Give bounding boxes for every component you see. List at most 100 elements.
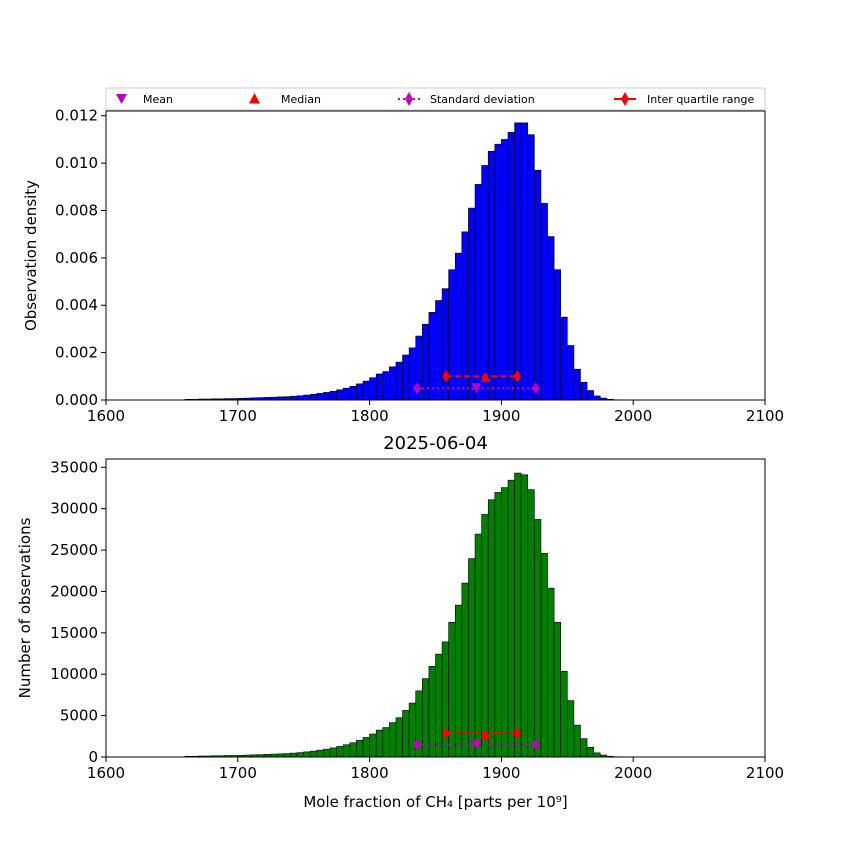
histogram-bar	[356, 383, 364, 401]
iqr-upper-marker	[513, 370, 522, 383]
histogram-bar	[369, 377, 377, 401]
histogram-bar	[474, 533, 482, 758]
histogram-bar	[507, 479, 515, 758]
histogram-bar	[520, 474, 529, 758]
histogram-bar	[468, 207, 476, 401]
legend: Mean Median Standard deviation Inter qua…	[105, 87, 766, 111]
y-tick-label: 25000	[50, 541, 98, 559]
histogram-bar	[402, 710, 410, 758]
histogram-bar	[481, 514, 489, 758]
histogram-bar	[342, 744, 351, 758]
histogram-bar	[461, 582, 469, 758]
histogram-bar	[342, 387, 351, 401]
histogram-bar	[336, 746, 344, 758]
histogram-bar	[309, 394, 318, 401]
y-tick-label: 15000	[50, 624, 98, 642]
histogram-bar	[494, 492, 502, 758]
std-lower-marker	[413, 382, 422, 395]
std-lower-marker	[413, 738, 422, 751]
histogram-bar	[389, 722, 397, 758]
histogram-bar	[547, 587, 555, 758]
histogram-bar	[534, 169, 542, 401]
histogram-bar	[428, 666, 436, 758]
legend-box	[105, 87, 766, 111]
y-axis-label: Observation density	[22, 180, 40, 331]
std-upper-marker	[531, 382, 540, 395]
x-axis-label: Mole fraction of CH₄ [parts per 10⁹]	[303, 793, 567, 811]
histogram-bar	[362, 737, 370, 758]
histogram-bar	[441, 641, 449, 758]
x-axis-ticks: 1600 1700 1800 1900 2000 2100	[87, 400, 784, 425]
legend-label-iqr: Inter quartile range	[647, 93, 754, 106]
y-axis-ticks: 0.000 0.002 0.004 0.006 0.008 0.010 0.012	[55, 107, 106, 409]
y-tick-label: 0.006	[55, 249, 98, 267]
x-tick-label: 2100	[746, 764, 784, 782]
histogram-bar	[514, 122, 522, 401]
x-tick-label: 1800	[351, 407, 389, 425]
iqr-diamond-icon	[621, 92, 629, 106]
histogram-bar	[323, 748, 331, 758]
legend-item-iqr: Inter quartile range	[614, 92, 754, 106]
x-tick-label: 1800	[351, 764, 389, 782]
histogram-bar	[362, 380, 370, 401]
x-tick-label: 1700	[219, 764, 257, 782]
plot-frame	[105, 110, 766, 401]
histogram-bar	[290, 752, 298, 758]
y-tick-label: 0.002	[55, 344, 98, 362]
histogram-bar	[586, 746, 594, 758]
histogram-bar	[527, 489, 535, 758]
histogram-bar	[540, 553, 548, 758]
density-histogram-panel: 1600 1700 1800 1900 2000 2100 0.000 0.002 0.004…	[22, 107, 784, 425]
y-tick-label: 30000	[50, 500, 98, 518]
histogram-bar	[527, 134, 535, 401]
iqr-lower-marker	[442, 726, 451, 739]
histogram-bar	[461, 231, 469, 401]
histogram-bar	[290, 395, 298, 401]
std-diamond-icon	[405, 92, 413, 106]
histogram-bar	[586, 390, 594, 401]
x-tick-label: 2000	[614, 764, 652, 782]
histogram-bar	[435, 653, 443, 758]
histogram-bar	[501, 139, 509, 401]
median-triangle-up-icon	[249, 93, 260, 104]
histogram-bar	[468, 558, 476, 758]
histogram-bar	[408, 347, 417, 401]
histogram-bar	[580, 381, 588, 401]
legend-label-mean: Mean	[143, 93, 173, 106]
legend-label-standard-deviation: Standard deviation	[430, 93, 535, 106]
legend-item-mean: Mean	[116, 93, 173, 106]
histogram-bar	[329, 390, 337, 401]
histogram-bar	[501, 487, 509, 758]
x-tick-label: 2000	[614, 407, 652, 425]
count-summary-markers	[413, 726, 540, 751]
histogram-bar	[375, 373, 384, 401]
y-tick-label: 0.010	[55, 154, 98, 172]
histogram-bar	[487, 499, 496, 758]
y-tick-label: 0.012	[55, 107, 98, 125]
histogram-bar	[553, 269, 562, 401]
histogram-bar	[580, 738, 588, 758]
histogram-bar	[454, 252, 463, 401]
histogram-bar	[349, 385, 357, 401]
y-tick-label: 5000	[60, 707, 98, 725]
histogram-bar	[487, 150, 496, 401]
histogram-bar	[573, 724, 581, 758]
x-tick-label: 1700	[219, 407, 257, 425]
median-marker	[480, 728, 491, 739]
legend-label-median: Median	[281, 93, 321, 106]
mean-triangle-down-icon	[116, 94, 127, 104]
histogram-bar	[323, 392, 331, 401]
histogram-bar	[356, 740, 364, 758]
histogram-bar	[507, 132, 515, 401]
histogram-bar	[349, 742, 357, 758]
x-axis-ticks: 1600 1700 1800 1900 2000 2100	[87, 757, 784, 782]
histogram-bar	[448, 621, 456, 758]
histogram-bar	[428, 312, 436, 401]
x-tick-label: 1900	[482, 407, 520, 425]
histogram-bar	[369, 733, 377, 758]
histogram-bar	[540, 203, 548, 401]
legend-item-median: Median	[249, 93, 321, 106]
count-histogram-panel: 2025-06-04 1600 1700 1800 1900 2000 2100 0 500…	[16, 433, 784, 811]
chart-title: 2025-06-04	[383, 433, 488, 454]
iqr-lower-marker	[442, 370, 451, 383]
